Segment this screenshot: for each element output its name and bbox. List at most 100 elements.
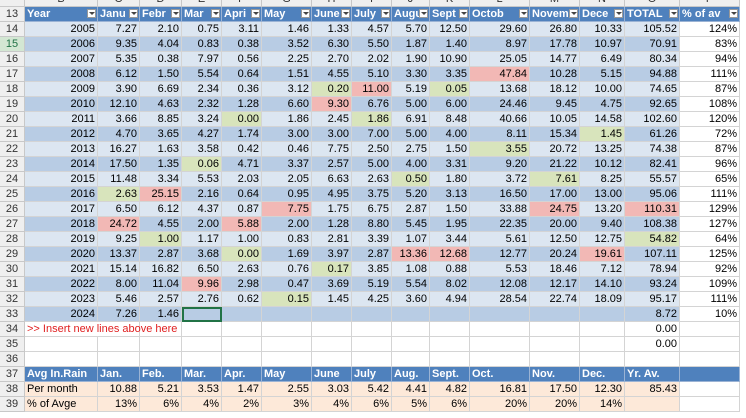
empty-cell[interactable]	[222, 307, 262, 322]
column-letter[interactable]: D	[140, 0, 182, 7]
cell[interactable]: Sept.	[430, 367, 470, 382]
row-number[interactable]: 28	[0, 232, 25, 247]
filter-button[interactable]	[459, 9, 468, 18]
cell[interactable]: 5.54	[392, 277, 430, 292]
cell[interactable]: 33.88	[470, 202, 530, 217]
cell[interactable]: 13.68	[470, 82, 530, 97]
cell[interactable]: 0.06	[182, 157, 222, 172]
cell[interactable]: 74.38	[625, 142, 680, 157]
cell[interactable]: 2.87	[352, 247, 392, 262]
cell[interactable]: 2013	[25, 142, 98, 157]
cell[interactable]: 3.72	[470, 172, 530, 187]
cell[interactable]: 26.80	[530, 22, 580, 37]
cell[interactable]: 0.00	[625, 322, 680, 337]
cell[interactable]: Febr	[140, 7, 182, 22]
cell[interactable]: 2.55	[262, 382, 312, 397]
cell[interactable]: 10.28	[530, 67, 580, 82]
cell[interactable]: 5.21	[140, 382, 182, 397]
cell[interactable]: 1.45	[312, 292, 352, 307]
cell[interactable]: 1.51	[262, 67, 312, 82]
cell[interactable]: 0.64	[222, 67, 262, 82]
cell[interactable]: 3.30	[392, 67, 430, 82]
cell[interactable]: 120%	[680, 112, 740, 127]
cell[interactable]: 2012	[25, 127, 98, 142]
cell[interactable]: 0.38	[222, 37, 262, 52]
cell[interactable]: 10.33	[580, 22, 625, 37]
cell[interactable]: May	[262, 367, 312, 382]
empty-cell[interactable]	[392, 352, 430, 367]
cell[interactable]: Dece	[580, 7, 625, 22]
cell[interactable]: 1.69	[262, 247, 312, 262]
cell[interactable]: % of av	[680, 7, 740, 22]
cell[interactable]: 1.46	[140, 307, 182, 322]
cell[interactable]: 21.22	[530, 157, 580, 172]
cell[interactable]: 2006	[25, 37, 98, 52]
cell[interactable]: 10.05	[530, 112, 580, 127]
filter-button[interactable]	[129, 9, 138, 18]
cell[interactable]: 1.00	[222, 232, 262, 247]
cell[interactable]: 1.50	[430, 142, 470, 157]
cell[interactable]: 108%	[680, 97, 740, 112]
cell[interactable]: 70.91	[625, 37, 680, 52]
cell[interactable]: 1.33	[312, 22, 352, 37]
cell[interactable]: 17.50	[530, 382, 580, 397]
cell[interactable]: 0.56	[222, 52, 262, 67]
cell[interactable]: 105.52	[625, 22, 680, 37]
cell[interactable]: 25.15	[140, 187, 182, 202]
cell[interactable]: 7.12	[580, 262, 625, 277]
cell[interactable]: 10%	[680, 307, 740, 322]
cell[interactable]: 111%	[680, 292, 740, 307]
cell[interactable]: 3.35	[430, 67, 470, 82]
row-number[interactable]: 37	[0, 367, 25, 382]
empty-cell[interactable]	[352, 322, 392, 337]
column-letter[interactable]: O	[625, 0, 680, 7]
cell[interactable]: 3.00	[262, 127, 312, 142]
filter-button[interactable]	[669, 9, 678, 18]
cell[interactable]: 16.50	[470, 187, 530, 202]
cell[interactable]: 5.45	[392, 217, 430, 232]
cell[interactable]: 125%	[680, 247, 740, 262]
cell[interactable]: % of Avge	[25, 397, 98, 412]
cell[interactable]: Mar.	[182, 367, 222, 382]
cell[interactable]: 2017	[25, 202, 98, 217]
cell[interactable]: 1.86	[352, 112, 392, 127]
row-number[interactable]: 15	[0, 37, 25, 52]
cell[interactable]: 2.98	[222, 277, 262, 292]
empty-cell[interactable]	[392, 307, 430, 322]
cell[interactable]: 3%	[262, 397, 312, 412]
cell[interactable]: 4.71	[222, 157, 262, 172]
cell[interactable]: 18.09	[580, 292, 625, 307]
cell[interactable]: Feb.	[140, 367, 182, 382]
cell[interactable]: 3.44	[430, 232, 470, 247]
cell[interactable]: 15.34	[530, 127, 580, 142]
cell[interactable]: 10.12	[580, 157, 625, 172]
cell[interactable]: 3.12	[262, 82, 312, 97]
cell[interactable]: 5.70	[392, 22, 430, 37]
cell[interactable]: 0.83	[262, 232, 312, 247]
cell[interactable]: 0.62	[222, 292, 262, 307]
cell[interactable]: 5.50	[352, 37, 392, 52]
cell[interactable]: 2.63	[98, 187, 140, 202]
row-number[interactable]: 29	[0, 247, 25, 262]
cell[interactable]: 1.95	[430, 217, 470, 232]
cell[interactable]: 12.50	[530, 232, 580, 247]
cell[interactable]: 4.00	[430, 127, 470, 142]
cell[interactable]: June	[312, 367, 352, 382]
cell[interactable]: 4.00	[392, 157, 430, 172]
cell[interactable]: 5.15	[580, 67, 625, 82]
filter-button[interactable]	[211, 9, 220, 18]
cell[interactable]: 3.53	[182, 382, 222, 397]
cell[interactable]: 0.64	[222, 187, 262, 202]
empty-cell[interactable]	[25, 352, 98, 367]
cell[interactable]: 10.90	[430, 52, 470, 67]
cell[interactable]: 7.00	[352, 127, 392, 142]
empty-cell[interactable]	[222, 337, 262, 352]
empty-cell[interactable]	[470, 322, 530, 337]
cell[interactable]: 3.34	[140, 172, 182, 187]
cell[interactable]: 1.74	[222, 127, 262, 142]
cell[interactable]: 5.00	[392, 97, 430, 112]
cell[interactable]: 13.25	[580, 142, 625, 157]
cell[interactable]: 65%	[680, 172, 740, 187]
column-letter[interactable]: C	[98, 0, 140, 7]
cell[interactable]: Year	[25, 7, 98, 22]
